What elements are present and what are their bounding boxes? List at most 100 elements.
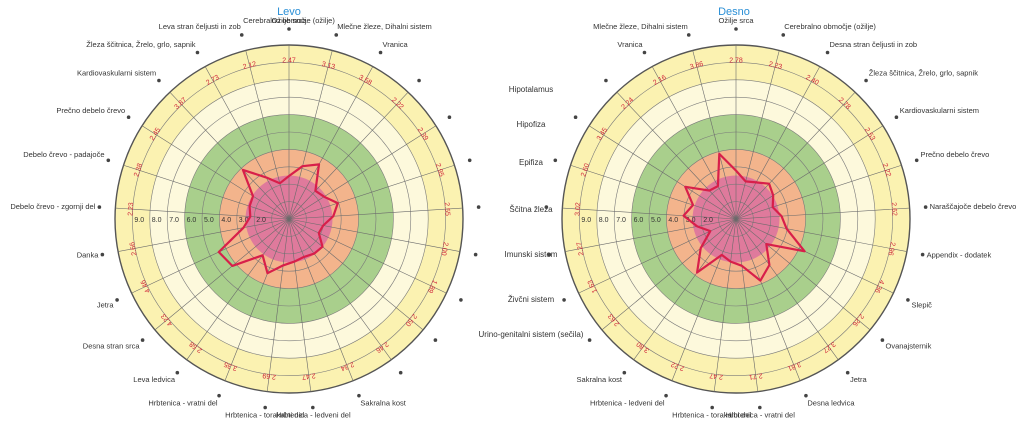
axis-label-right: Ožilje srca [718,16,754,25]
axis-dot-left [217,393,221,398]
axis-dot-right [845,370,850,375]
value-label-left: 2.34 [339,360,354,372]
axis-dot-left [447,115,452,119]
axis-label-left: Ožilje srca [271,16,307,25]
axis-label-right: Cerebralno območje (ožilje) [784,22,876,31]
axis-dot-left [157,78,161,83]
value-label-left: 2.23 [127,202,135,216]
axis-dot-left [126,115,131,119]
axis-dot-right [642,50,647,55]
axis-dot-right [573,115,578,119]
value-label-right: 2.78 [729,58,743,65]
axis-label-right: Slepič [912,301,933,310]
radar-tick-label-left: 9.0 [134,217,144,224]
axis-label-left: Cerebralno območje (ožilje) [243,16,335,25]
radar-spoke-left [288,66,374,220]
axis-label-right: Desna ledvica [807,398,855,407]
axis-dot-right [544,205,549,209]
axis-label-left: Kardiovaskularni sistem [77,69,156,78]
radar-spoke-right [601,218,737,331]
axis-label-left: Sakralna kost [360,398,406,407]
radar-spoke-right [735,218,801,381]
value-label-left: 2.95 [434,163,445,178]
value-label-left: 2.38 [133,163,144,178]
center-label-zivcni-sistem: Živčni sistem [507,295,555,304]
radar-spoke-left [288,207,463,220]
radar-spoke-right [633,218,737,360]
value-label-right: 2.47 [709,371,724,380]
radar-tick-label-left: 8.0 [152,217,162,224]
radar-tick-label-left: 5.0 [204,217,214,224]
center-label-scitna-zleza: Ščitna žleza [509,205,553,214]
axis-dot-left [311,405,315,410]
value-label-left: 2.66 [129,241,138,256]
value-label-right: 2.71 [748,371,763,380]
radar-tick-label-right: 8.0 [599,217,609,224]
value-label-left: 3.13 [321,61,336,71]
value-label-right: 2.22 [881,163,892,178]
axis-dot-left [334,33,339,37]
radar-spoke-right [735,207,910,220]
axis-label-left: Jetra [97,301,115,310]
radar-spoke-right [735,91,856,220]
radar-spoke-right [565,218,737,252]
axis-dot-left [106,158,111,163]
axis-dot-right [781,33,786,37]
axis-label-right: Naraščajoče debelo črevo [930,202,1017,211]
radar-spoke-left [288,91,409,220]
radar-spoke-right [588,125,737,220]
axis-dot-right [880,338,885,342]
radar-spoke-left [154,218,290,331]
center-label-epifiza: Epifiza [518,158,543,167]
radar-spoke-left [288,218,354,381]
chart-title-left: Levo [277,6,301,18]
axis-dot-right [686,33,691,37]
axis-dot-right [914,158,919,163]
value-label-right: 3.02 [574,202,582,216]
chart-title-right: Desno [718,6,750,18]
axis-dot-right [804,393,808,398]
axis-dot-left [433,338,438,342]
radar-spoke-left [288,218,447,294]
radar-spoke-left [131,218,290,294]
axis-label-left: Debelo črevo - zgornji del [10,202,95,211]
axis-dot-left [459,298,463,302]
radar-spoke-left [288,218,424,331]
axis-label-left: Hrbtenica - ledveni del [276,411,351,420]
radar-tick-label-right: 7.0 [616,217,626,224]
axis-dot-right [587,338,592,342]
radar-spoke-right [735,218,759,392]
radar-tick-label-left: 2.0 [256,217,266,224]
radar-tick-label-left: 7.0 [169,217,179,224]
center-label-hipofiza: Hipofiza [516,120,546,129]
axis-label-left: Hrbtenica - torakalni del [225,411,305,420]
axis-dot-left [97,205,102,209]
axis-label-right: Kardiovaskularni sistem [900,106,979,115]
value-label-left: 2.12 [242,61,257,71]
axis-dot-left [100,252,105,257]
axis-dot-left [263,405,267,410]
radar-spoke-left [288,50,333,220]
radar-tick-label-right: 6.0 [634,217,644,224]
axis-dot-left [473,252,478,257]
axis-dot-left [357,393,361,398]
radar-spoke-left [141,125,290,220]
value-label-right: 2.22 [670,360,685,372]
axis-label-left: Mlečne žleze, Dihalni sistem [337,22,432,31]
radar-spoke-left [266,218,290,392]
axis-dot-left [175,370,180,375]
axis-dot-left [398,370,403,375]
axis-label-right: Hrbtenica - vratni del [726,411,796,420]
axis-label-left: Leva ledvica [133,375,176,384]
axis-dot-right [622,370,627,375]
value-label-right: 2.96 [886,241,895,256]
radar-tick-label-right: 2.0 [703,217,713,224]
radar-spoke-left [123,164,290,220]
radar-spoke-right [735,218,839,360]
radar-tick-label-left: 4.0 [221,217,231,224]
radar-series-left [217,163,339,275]
axis-dot-right [734,27,738,31]
radar-spoke-left [245,50,290,220]
radar-spoke-left [288,164,455,220]
